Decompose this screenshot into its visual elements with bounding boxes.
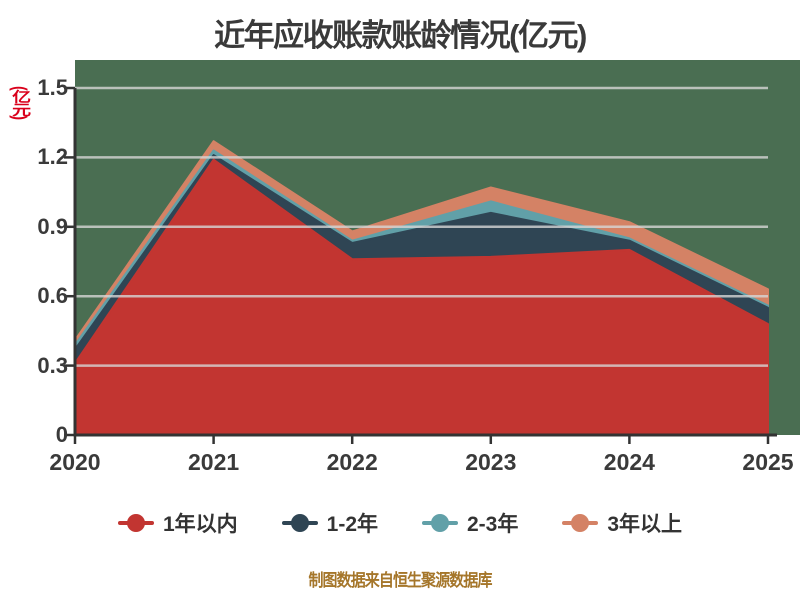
y-tick-label-1.5: 1.5 xyxy=(37,75,68,100)
x-tick-label-2024: 2024 xyxy=(603,449,655,475)
legend-item-2-3年[interactable]: 2-3年 xyxy=(422,508,518,538)
y-axis-unit-label: (亿元) xyxy=(8,86,30,119)
y-tick-label-1.2: 1.2 xyxy=(37,144,68,170)
legend-marker-icon xyxy=(281,513,318,533)
legend-item-1-2年[interactable]: 1-2年 xyxy=(281,508,378,538)
x-tick-label-2021: 2021 xyxy=(188,449,240,475)
legend: 1年以内 1-2年 2-3年 3年以上 xyxy=(0,508,800,538)
chart-title: 近年应收账款账龄情况(亿元) xyxy=(214,18,587,53)
x-tick-label-2022: 2022 xyxy=(326,449,378,475)
legend-label: 1年以内 xyxy=(162,513,238,536)
footer-credit: 制图数据来自恒生聚源数据库 xyxy=(308,571,492,590)
legend-label: 3年以上 xyxy=(607,513,683,536)
x-tick-label-2025: 2025 xyxy=(742,449,794,475)
x-tick-label-2023: 2023 xyxy=(465,449,517,475)
x-tick-label-2020: 2020 xyxy=(49,449,101,475)
legend-item-3年以上[interactable]: 3年以上 xyxy=(562,508,682,538)
legend-item-1年以内[interactable]: 1年以内 xyxy=(117,508,238,538)
y-tick-label-0.3: 0.3 xyxy=(37,352,68,378)
legend-label: 1-2年 xyxy=(326,513,378,536)
legend-marker-icon xyxy=(117,513,154,533)
y-tick-label-0: 0 xyxy=(55,422,68,447)
y-tick-label-0.9: 0.9 xyxy=(37,213,68,239)
legend-marker-icon xyxy=(422,513,458,533)
legend-marker-icon xyxy=(562,513,599,533)
y-tick-label-0.6: 0.6 xyxy=(37,283,68,309)
legend-label: 2-3年 xyxy=(467,513,519,536)
